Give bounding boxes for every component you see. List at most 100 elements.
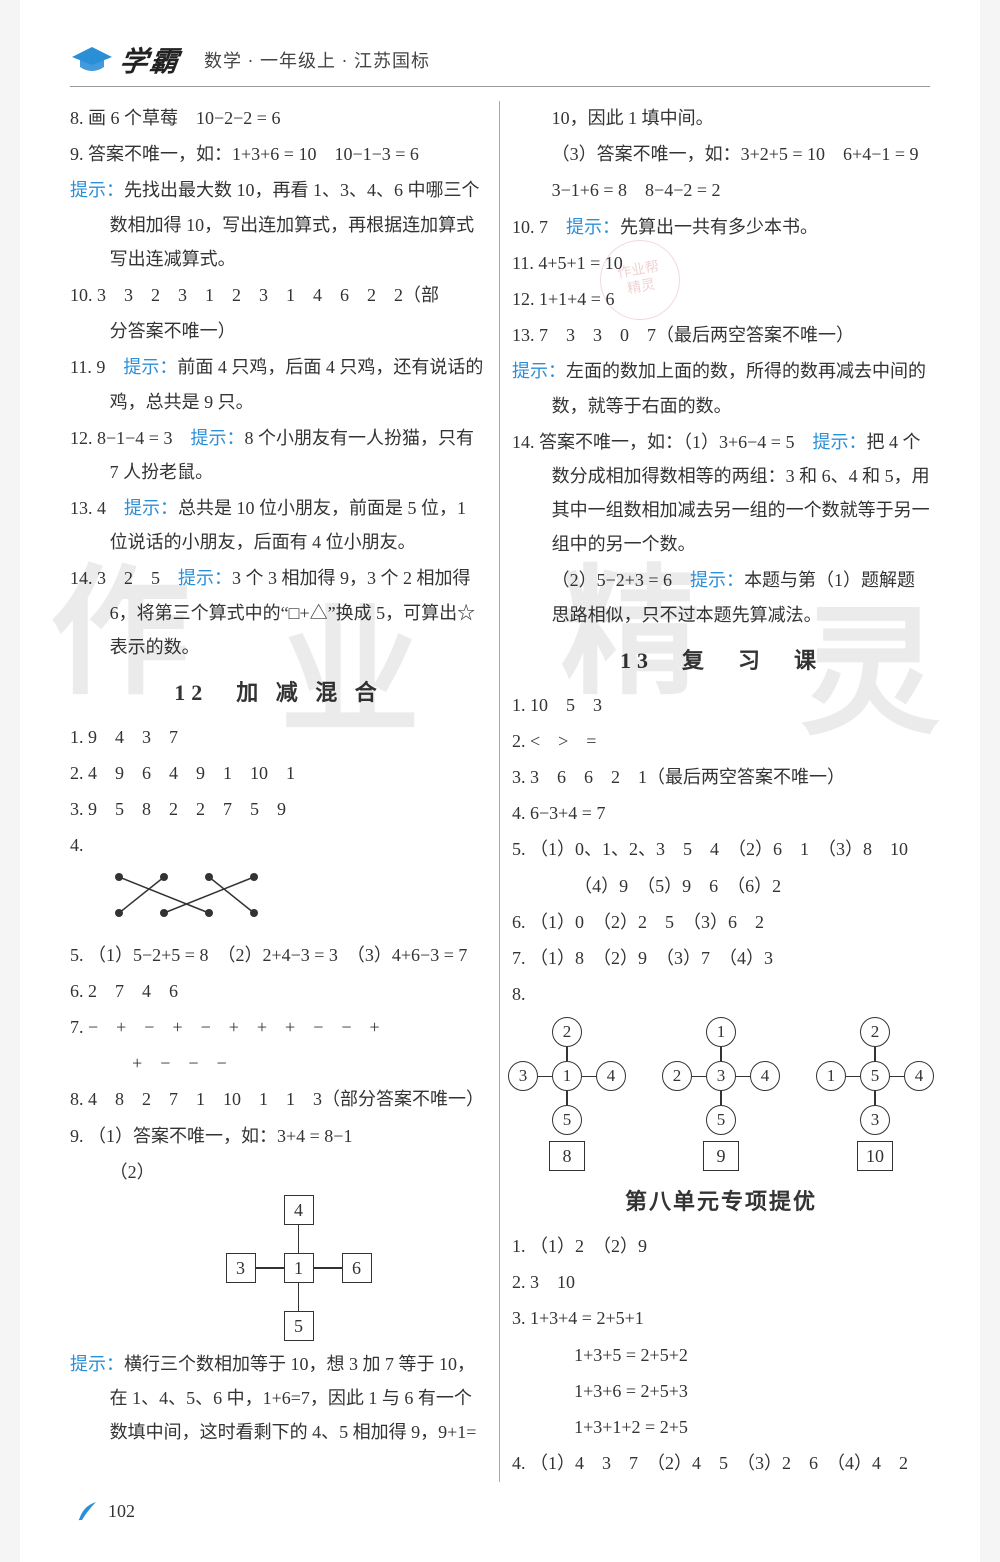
s13-5b: （4）9 （5）9 6 （6）2 bbox=[512, 869, 930, 903]
page-header: 学霸 数学 · 一年级上 · 江苏国标 bbox=[70, 40, 930, 87]
r-q11: 11. 4+5+1 = 10 bbox=[512, 246, 930, 280]
d2-bot: 5 bbox=[706, 1105, 736, 1135]
q13: 13. 4 提示：总共是 10 位小朋友，前面是 5 位，1 位说话的小朋友，后… bbox=[70, 491, 487, 559]
section-13-title: 13 复 习 课 bbox=[512, 640, 930, 682]
q14: 14. 3 2 5 提示：3 个 3 相加得 9，3 个 2 相加得 6，将第三… bbox=[70, 561, 487, 664]
d2-h2 bbox=[736, 1076, 750, 1078]
q11-hint-label: 提示： bbox=[123, 357, 177, 377]
q12-hint-label: 提示： bbox=[190, 428, 244, 448]
r-q13-hint-label: 提示： bbox=[512, 361, 566, 381]
d3-bot: 3 bbox=[860, 1105, 890, 1135]
feather-icon bbox=[76, 1500, 98, 1522]
s12-5: 5. （1）5−2+5 = 8 （2）2+4−3 = 3 （3）4+6−3 = … bbox=[70, 938, 487, 972]
s13-1: 1. 10 5 3 bbox=[512, 688, 930, 722]
diag-bot: 5 bbox=[284, 1311, 314, 1341]
d1-bot: 5 bbox=[552, 1105, 582, 1135]
footer: 102 bbox=[70, 1500, 930, 1522]
q13-hint-label: 提示： bbox=[124, 498, 178, 518]
d1-sum: 8 bbox=[549, 1141, 585, 1171]
d1-left: 3 bbox=[508, 1061, 538, 1091]
s12-7b: + − − − bbox=[70, 1046, 487, 1080]
s13-4: 4. 6−3+4 = 7 bbox=[512, 796, 930, 830]
q12: 12. 8−1−4 = 3 提示：8 个小朋友有一人扮猫，只有 7 人扮老鼠。 bbox=[70, 421, 487, 489]
ty4: 4. （1）4 3 7 （2）4 5 （3）2 6 （4）4 2 bbox=[512, 1446, 930, 1480]
d2-sum: 9 bbox=[703, 1141, 739, 1171]
diagram-2: 1 2 3 4 5 9 bbox=[662, 1017, 780, 1171]
d3-left: 1 bbox=[816, 1061, 846, 1091]
s12-2: 2. 4 9 6 4 9 1 10 1 bbox=[70, 756, 487, 790]
s13-3: 3. 3 6 6 2 1（最后两空答案不唯一） bbox=[512, 760, 930, 794]
diag-stem-top bbox=[298, 1225, 300, 1253]
q13-a: 13. 4 bbox=[70, 498, 124, 518]
r-q10a: 10. 7 bbox=[512, 217, 566, 237]
q12-a: 12. 8−1−4 = 3 bbox=[70, 428, 190, 448]
diag-left: 3 bbox=[226, 1253, 256, 1283]
q9-hint-label: 提示： bbox=[70, 180, 124, 200]
cross-match-diagram bbox=[104, 869, 487, 932]
s12-6: 6. 2 7 4 6 bbox=[70, 974, 487, 1008]
r-q14-hint-label: 提示： bbox=[812, 432, 866, 452]
q10b: 分答案不唯一） bbox=[70, 314, 487, 348]
r-q14a: 14. 答案不唯一，如：（1）3+6−4 = 5 提示：把 4 个数分成相加得数… bbox=[512, 425, 930, 562]
d2-center: 3 bbox=[706, 1061, 736, 1091]
r-cont3: 3−1+6 = 8 8−4−2 = 2 bbox=[512, 173, 930, 207]
s12-9c-hint-label: 提示： bbox=[70, 1354, 124, 1374]
diagram-3: 2 1 5 4 3 10 bbox=[816, 1017, 934, 1171]
r-q12: 12. 1+1+4 = 6 bbox=[512, 282, 930, 316]
r-q10: 10. 7 提示：先算出一共有多少本书。 bbox=[512, 210, 930, 244]
s12-9c: 提示：横行三个数相加等于 10，想 3 加 7 等于 10，在 1、4、5、6 … bbox=[70, 1347, 487, 1450]
diag-mid: 1 bbox=[284, 1253, 314, 1283]
s12-9a: 9. （1）答案不唯一，如：3+4 = 8−1 bbox=[70, 1119, 487, 1153]
diag-top: 4 bbox=[284, 1195, 314, 1225]
r-q14c: （2）5−2+3 = 6 提示：本题与第（1）题解题思路相似，只不过本题先算减法… bbox=[512, 563, 930, 631]
s12-9b: （2） bbox=[70, 1155, 487, 1189]
d2-left: 2 bbox=[662, 1061, 692, 1091]
r-q14a-t: 14. 答案不唯一，如：（1）3+6−4 = 5 bbox=[512, 432, 812, 452]
d2-right: 4 bbox=[750, 1061, 780, 1091]
two-column-layout: 8. 画 6 个草莓 10−2−2 = 6 9. 答案不唯一，如：1+3+6 =… bbox=[70, 101, 930, 1482]
left-column: 8. 画 6 个草莓 10−2−2 = 6 9. 答案不唯一，如：1+3+6 =… bbox=[70, 101, 500, 1482]
s13-7: 7. （1）8 （2）9 （3）7 （4）3 bbox=[512, 941, 930, 975]
graduation-cap-icon bbox=[70, 45, 114, 75]
section-tiyou-title: 第八单元专项提优 bbox=[512, 1181, 930, 1223]
s13-5: 5. （1）0、1、2、3 5 4 （2）6 1 （3）8 10 bbox=[512, 832, 930, 866]
r-q10b: 先算出一共有多少本书。 bbox=[620, 217, 818, 237]
q9a: 9. 答案不唯一，如：1+3+6 = 10 10−1−3 = 6 bbox=[70, 137, 487, 171]
diag-right: 6 bbox=[342, 1253, 372, 1283]
s12-9c-text: 横行三个数相加等于 10，想 3 加 7 等于 10，在 1、4、5、6 中，1… bbox=[110, 1354, 477, 1442]
r-cont2: （3）答案不唯一，如：3+2+5 = 10 6+4−1 = 9 bbox=[512, 137, 930, 171]
plus-number-diagram: 4 3 1 6 5 bbox=[110, 1195, 487, 1341]
q11-num: 11. 9 bbox=[70, 357, 123, 377]
d2-top: 1 bbox=[706, 1017, 736, 1047]
diag-stem-bot bbox=[298, 1283, 300, 1311]
page-container: 作 业 精 灵 作业帮 精灵 学霸 数学 · 一年级上 · 江苏国标 8. 画 … bbox=[20, 0, 980, 1562]
ty3b: 1+3+5 = 2+5+2 bbox=[512, 1338, 930, 1372]
ty2: 2. 3 10 bbox=[512, 1265, 930, 1299]
s12-3: 3. 9 5 8 2 2 7 5 9 bbox=[70, 792, 487, 826]
s13-8: 8. bbox=[512, 977, 930, 1011]
r-q10-hint-label: 提示： bbox=[566, 217, 620, 237]
diag-hstem-l bbox=[256, 1267, 284, 1269]
d3-right: 4 bbox=[904, 1061, 934, 1091]
d3-center: 5 bbox=[860, 1061, 890, 1091]
r-q14c-t: （2）5−2+3 = 6 bbox=[552, 570, 690, 590]
ty3c: 1+3+6 = 2+5+3 bbox=[512, 1374, 930, 1408]
q11: 11. 9 提示：前面 4 只鸡，后面 4 只鸡，还有说话的鸡，总共是 9 只。 bbox=[70, 350, 487, 418]
q14-hint-label: 提示： bbox=[178, 568, 232, 588]
r-q13a: 13. 7 3 3 0 7（最后两空答案不唯一） bbox=[512, 318, 930, 352]
q14-a: 14. 3 2 5 bbox=[70, 568, 178, 588]
ty3a: 3. 1+3+4 = 2+5+1 bbox=[512, 1301, 930, 1335]
r-q13b-text: 左面的数加上面的数，所得的数再减去中间的数，就等于右面的数。 bbox=[552, 361, 926, 415]
d3-sum: 10 bbox=[857, 1141, 893, 1171]
diag-hstem-r bbox=[314, 1267, 342, 1269]
s13-2: 2. < > = bbox=[512, 724, 930, 758]
q9b-text: 先找出最大数 10，再看 1、3、4、6 中哪三个数相加得 10，写出连加算式，… bbox=[110, 180, 480, 268]
right-column: 10，因此 1 填中间。 （3）答案不唯一，如：3+2+5 = 10 6+4−1… bbox=[500, 101, 930, 1482]
d3-h1 bbox=[846, 1076, 860, 1078]
d1-h2 bbox=[582, 1076, 596, 1078]
d3-top: 2 bbox=[860, 1017, 890, 1047]
s12-4: 4. bbox=[70, 828, 487, 862]
s12-8: 8. 4 8 2 7 1 10 1 1 3（部分答案不唯一） bbox=[70, 1082, 487, 1116]
q10a: 10. 3 3 2 3 1 2 3 1 4 6 2 2（部 bbox=[70, 278, 487, 312]
d1-center: 1 bbox=[552, 1061, 582, 1091]
